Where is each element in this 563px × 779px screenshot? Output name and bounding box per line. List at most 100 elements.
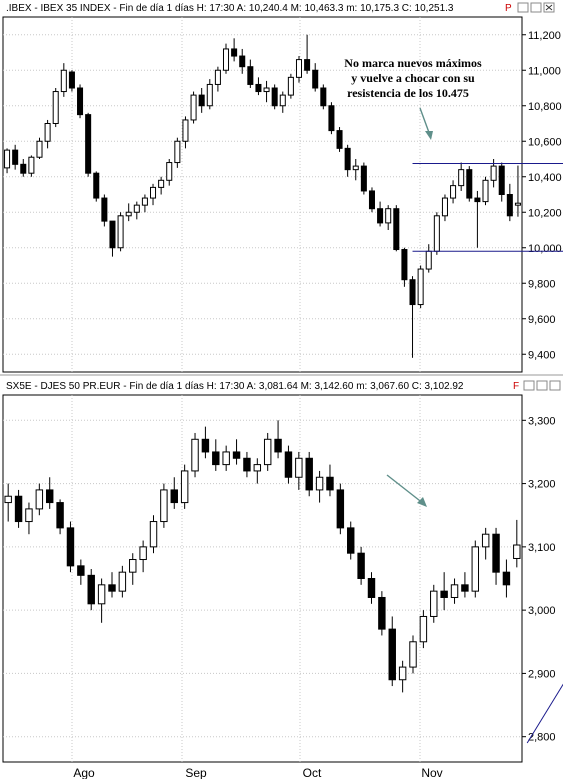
ibex-y-tick-label: 10,000	[528, 243, 562, 255]
sx5e-candle-body	[56, 502, 64, 529]
ibex-candle-body	[328, 105, 335, 132]
ibex-candle-body	[255, 83, 262, 93]
ibex-candle-body	[125, 211, 132, 217]
sx5e-close-button[interactable]	[549, 380, 561, 391]
ibex-candle-body	[409, 279, 416, 306]
sx5e-title-bar	[0, 377, 563, 393]
sx5e-candle-body	[149, 521, 158, 548]
ibex-chart: 9,400 9,600 9,800 10,000 10,200 10,400 10,600 1…	[2, 16, 563, 373]
sx5e-candle-body	[232, 451, 241, 459]
ibex-candle-body	[295, 59, 303, 78]
sx5e-candle-body	[398, 666, 407, 681]
sx5e-maximize-button[interactable]	[536, 380, 548, 391]
ibex-candle-body	[52, 91, 59, 125]
ibex-y-tick-label: 9,800	[528, 278, 556, 290]
ibex-candle-body	[231, 48, 238, 57]
ibex-candle-body	[498, 165, 505, 196]
ibex-y-tick-label: 11,000	[528, 65, 561, 77]
sx5e-candle-body	[502, 571, 511, 586]
ibex-candle-body	[133, 204, 140, 213]
sx5e-title-letter: F	[513, 381, 519, 392]
ibex-candle-body	[141, 197, 148, 206]
ibex-candle-body	[482, 179, 489, 203]
sx5e-candle-body	[129, 559, 137, 573]
sx5e-candle-body	[35, 489, 44, 510]
ibex-candle-body	[279, 94, 286, 107]
ibex-y-tick-label: 10,400	[528, 172, 562, 184]
ibex-title-bar	[0, 0, 563, 16]
sx5e-candle-body	[513, 544, 521, 559]
ibex-candle-body	[85, 114, 92, 174]
sx5e-chart: 2,800 2,900 3,000 3,100 3,200 3,300	[2, 394, 563, 763]
sx5e-candle-body	[471, 546, 480, 592]
ibex-candle-body	[344, 147, 351, 171]
x-tick-nov: Nov	[421, 766, 442, 779]
sx5e-candle-body	[378, 596, 386, 630]
ibex-candle-body	[466, 169, 473, 199]
ibex-candle-body	[182, 119, 189, 142]
ibex-title-letter: P	[505, 3, 512, 14]
sx5e-candle-body	[222, 451, 230, 466]
ibex-candle-body	[190, 94, 197, 121]
sx5e-candle-body	[336, 489, 345, 529]
ibex-annotation-arrowhead	[425, 131, 433, 140]
sx5e-candle-body	[87, 574, 95, 605]
sx5e-candle-body	[160, 489, 168, 523]
sx5e-restore-button[interactable]	[523, 380, 535, 391]
ibex-candle-body	[174, 140, 181, 164]
ibex-candle-body	[514, 202, 521, 206]
ibex-candle-body	[93, 172, 100, 199]
ibex-candle-body	[433, 215, 440, 252]
sx5e-candle-body	[357, 552, 365, 579]
sx5e-candle-body	[440, 590, 448, 598]
ibex-annotation-line-3: resistencia de los 10.475	[347, 86, 469, 100]
sx5e-candle-body	[305, 457, 313, 491]
x-tick-sep: Sep	[185, 766, 207, 779]
ibex-candle-body	[368, 190, 375, 210]
sx5e-candle-body	[315, 476, 324, 491]
ibex-candle-body	[393, 208, 400, 251]
sx5e-candle-body	[180, 470, 189, 504]
ibex-candle-body	[312, 69, 319, 89]
sx5e-annotation-arrow	[386, 474, 425, 505]
sx5e-title-controls[interactable]: F	[513, 380, 561, 392]
ibex-candle-body	[490, 165, 497, 181]
sx5e-candle-body	[461, 584, 469, 592]
sx5e-candle-body	[191, 438, 199, 472]
sx5e-candle-body	[430, 590, 438, 617]
sx5e-annotation-arrowhead	[417, 497, 427, 507]
ibex-candle-body	[117, 215, 124, 249]
ibex-y-tick-label: 10,600	[528, 136, 562, 148]
sx5e-y-tick-label: 3,300	[528, 415, 556, 427]
sx5e-candle-body	[4, 495, 12, 504]
x-tick-ago: Ago	[73, 766, 95, 779]
sx5e-y-tick-label: 3,000	[528, 605, 556, 617]
ibex-candle-body	[506, 194, 513, 217]
ibex-y-tick-label: 10,200	[528, 207, 562, 219]
ibex-candle-body	[450, 185, 457, 199]
ibex-title-controls[interactable]: P	[505, 2, 555, 14]
sx5e-candle-body	[263, 438, 272, 466]
ibex-candle-body	[36, 140, 43, 158]
ibex-maximize-button[interactable]	[530, 2, 542, 13]
ibex-candle-body	[377, 208, 384, 224]
sx5e-candle-body	[212, 451, 220, 466]
ibex-candle-body	[441, 197, 448, 217]
sx5e-candle-body	[409, 641, 417, 668]
sx5e-candle-body	[243, 457, 251, 472]
sx5e-candle-body	[170, 489, 178, 504]
sx5e-trendline	[526, 683, 563, 744]
ibex-restore-button[interactable]	[517, 2, 529, 13]
ibex-candle-body	[239, 55, 246, 68]
sx5e-y-tick-label: 3,200	[528, 479, 556, 491]
sx5e-candle-body	[108, 584, 116, 592]
ibex-candle-body	[304, 59, 311, 71]
sx5e-candle-body	[450, 584, 459, 598]
ibex-candle-body	[287, 76, 294, 96]
sx5e-candle-body	[97, 584, 106, 605]
ibex-y-tick-label: 11,200	[528, 30, 561, 42]
ibex-candle-body	[263, 87, 270, 93]
ibex-candle-body	[425, 250, 432, 270]
sx5e-candle-body	[274, 438, 282, 453]
ibex-candle-body	[4, 149, 11, 169]
